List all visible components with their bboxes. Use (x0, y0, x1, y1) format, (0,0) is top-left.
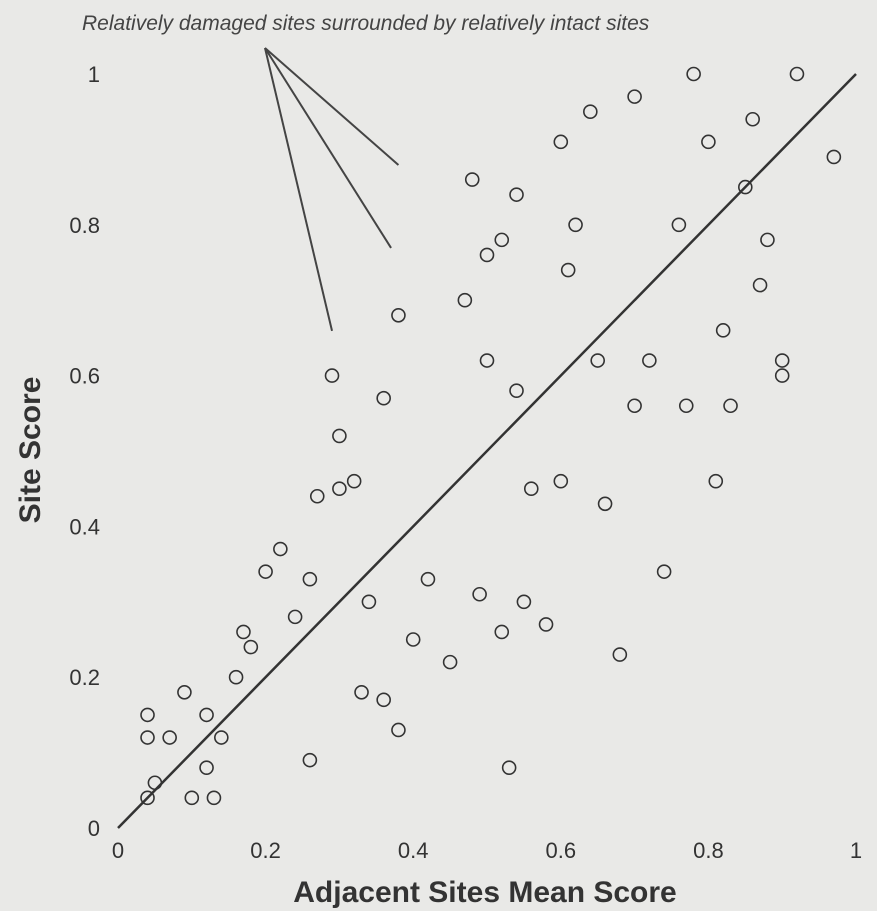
data-point (376, 692, 391, 708)
data-point (627, 89, 642, 104)
data-point (597, 496, 613, 512)
data-point (723, 398, 738, 414)
data-point (774, 368, 790, 383)
x-tick-label: 0.4 (398, 838, 429, 863)
data-point (553, 473, 569, 489)
data-point (361, 594, 377, 610)
annotation-leader-line (264, 47, 392, 249)
x-axis-title: Adjacent Sites Mean Score (293, 876, 676, 909)
x-tick-label: 0.8 (693, 838, 724, 863)
data-point (332, 481, 347, 497)
data-point (509, 187, 524, 202)
data-point (309, 488, 325, 504)
data-point (147, 775, 163, 791)
data-point (590, 353, 606, 368)
data-point (612, 647, 628, 662)
data-point (671, 217, 687, 233)
identity-line (117, 73, 857, 829)
y-axis-label-group: Site Score (14, 377, 47, 524)
data-point (627, 398, 642, 414)
plot-area: 0 0.2 0.4 0.6 0.8 1 0 0.2 0.4 0.6 0.8 1 (69, 47, 862, 863)
data-point (199, 707, 214, 723)
data-point (236, 624, 251, 640)
data-point (516, 594, 532, 610)
data-point (538, 617, 554, 632)
data-point (162, 730, 177, 745)
y-tick-label: 0 (88, 816, 100, 841)
data-point (826, 149, 842, 165)
data-point (678, 398, 694, 414)
data-point (715, 323, 731, 338)
data-point (354, 684, 369, 700)
y-tick-label: 1 (88, 62, 100, 87)
data-point (701, 134, 716, 150)
data-point (479, 353, 495, 368)
data-point (560, 262, 576, 278)
data-point (708, 473, 724, 489)
data-point (752, 277, 768, 293)
data-point (346, 473, 362, 489)
data-point (494, 624, 510, 640)
data-point (287, 609, 303, 625)
data-point (420, 571, 436, 587)
data-point (140, 707, 155, 723)
y-axis-title: Site Score (14, 377, 47, 524)
data-point (523, 481, 539, 497)
annotation-leader-line (264, 47, 333, 332)
y-tick-label: 0.8 (69, 213, 100, 238)
data-point (509, 383, 524, 398)
data-point (686, 66, 701, 82)
data-point (737, 179, 753, 195)
y-tick-label: 0.6 (69, 364, 100, 389)
data-point (760, 232, 775, 248)
data-point (442, 654, 458, 670)
data-point (774, 353, 790, 368)
data-point (472, 586, 487, 602)
x-tick-label: 0.2 (250, 838, 281, 863)
data-point (273, 541, 288, 557)
data-point (243, 639, 259, 655)
data-point (184, 790, 200, 806)
data-point (140, 730, 155, 745)
data-point (199, 760, 214, 775)
annotation-text: Relatively damaged sites surrounded by r… (82, 12, 650, 35)
data-point (302, 571, 318, 587)
data-point (376, 390, 391, 406)
data-point (391, 307, 406, 323)
data-point (457, 292, 473, 308)
data-point (479, 247, 495, 263)
data-point (324, 368, 340, 383)
data-point (177, 684, 192, 700)
data-point (789, 66, 805, 82)
x-tick-label: 0.6 (546, 838, 577, 863)
y-tick-label: 0.2 (69, 665, 100, 690)
data-point (391, 722, 406, 738)
data-point (464, 172, 480, 187)
data-point (228, 669, 244, 685)
data-point (642, 353, 657, 368)
data-point (553, 134, 569, 150)
data-point (258, 564, 273, 579)
data-point (214, 730, 229, 745)
data-point (140, 790, 155, 806)
data-point (332, 428, 347, 444)
data-point (583, 104, 598, 119)
data-point (501, 760, 517, 775)
data-point (405, 632, 421, 647)
data-point (656, 564, 672, 579)
data-point (494, 232, 510, 248)
y-tick-label: 0.4 (69, 514, 100, 539)
data-point (745, 111, 760, 127)
data-point (568, 217, 583, 233)
annotation-leader-line (264, 47, 400, 166)
x-tick-label: 1 (850, 838, 862, 863)
data-point (206, 790, 222, 806)
data-point (302, 752, 318, 768)
x-tick-label: 0 (112, 838, 124, 863)
